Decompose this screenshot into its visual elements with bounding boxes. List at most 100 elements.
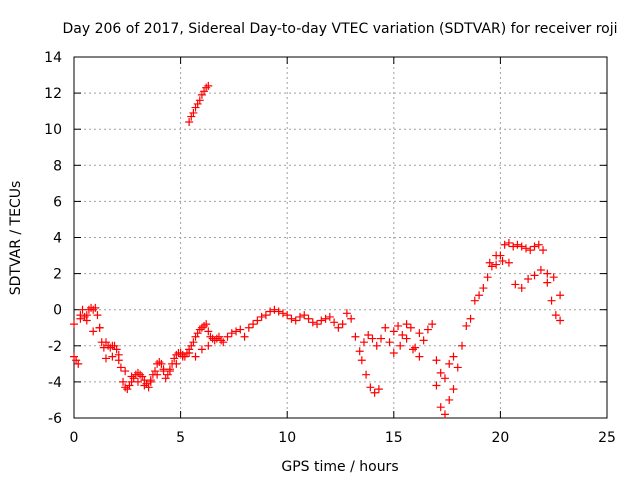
data-point [359,338,368,347]
data-point [291,316,300,325]
data-point [406,323,415,332]
data-point [377,334,386,343]
data-point [70,320,78,329]
data-point [517,242,526,251]
data-point [227,329,236,338]
data-point [492,260,501,269]
x-tick-label: 5 [176,430,185,446]
data-point [157,359,166,368]
data-point [125,381,134,390]
data-point [485,258,494,267]
data-point [270,305,279,314]
data-point [114,356,123,365]
data-point [415,352,424,361]
x-tick-label: 25 [598,430,616,446]
y-tick-label: 4 [53,231,62,247]
data-point [112,345,121,354]
data-point [466,314,475,323]
y-tick-label: 6 [53,194,62,210]
data-point [232,327,241,336]
data-point [511,280,520,289]
data-point [74,359,83,368]
x-tick-label: 10 [278,430,296,446]
data-point [536,265,545,274]
data-point [389,327,398,336]
data-point [153,370,162,379]
data-point [189,338,198,347]
data-series [70,81,565,419]
data-point [411,343,420,352]
data-point [475,291,484,300]
data-point [217,336,226,345]
data-point [240,332,249,341]
data-point [440,410,449,419]
grid-layer [74,57,607,418]
data-point [161,374,170,383]
data-point [214,332,223,341]
data-point [121,383,130,392]
y-tick-label: 0 [53,303,62,319]
data-point [547,296,556,305]
data-point [202,320,211,329]
data-point [193,329,202,338]
data-point [389,349,398,358]
data-point [300,311,309,320]
data-point [127,372,136,381]
data-point [428,320,437,329]
data-point [530,271,539,280]
y-axis-label: SDTVAR / TECUs [8,181,24,296]
data-point [357,356,366,365]
data-point [492,251,501,260]
y-tick-labels: -6 -4 -2 0 2 4 6 8 10 12 14 [44,50,62,427]
data-point [119,377,128,386]
data-point [200,321,209,330]
data-point [402,320,411,329]
data-point [534,240,543,249]
data-point [253,316,262,325]
data-point [338,320,347,329]
data-point [204,341,213,350]
data-point [470,296,479,305]
data-point [415,329,424,338]
data-point [458,341,467,350]
data-point [191,103,200,112]
data-point [95,323,104,332]
data-point [347,314,356,323]
data-point [287,314,296,323]
data-point [191,332,200,341]
data-point [509,242,518,251]
data-point [123,385,132,394]
data-point [151,367,160,376]
data-point [82,316,91,325]
y-tick-label: 10 [44,122,62,138]
data-point [283,311,292,320]
data-point [121,367,130,376]
data-point [89,327,98,336]
data-point [206,332,215,341]
data-point [419,336,428,345]
data-point [101,338,110,347]
data-point [498,256,507,265]
data-point [91,303,100,312]
data-point [129,374,138,383]
data-point [133,377,142,386]
x-tick-label: 0 [70,430,79,446]
x-tick-labels: 0 5 10 15 20 25 [70,430,616,446]
data-point [187,112,196,121]
data-point [449,352,458,361]
data-point [521,244,530,253]
data-point [93,311,102,320]
data-point [274,307,283,316]
data-point [342,309,351,318]
data-point [504,238,513,247]
data-point [172,359,181,368]
data-point [330,318,339,327]
data-point [261,311,270,320]
data-point [219,338,228,347]
data-point [524,275,533,284]
data-point [191,352,200,361]
tick-layer [73,56,608,419]
data-point [551,311,560,320]
data-point [368,334,377,343]
